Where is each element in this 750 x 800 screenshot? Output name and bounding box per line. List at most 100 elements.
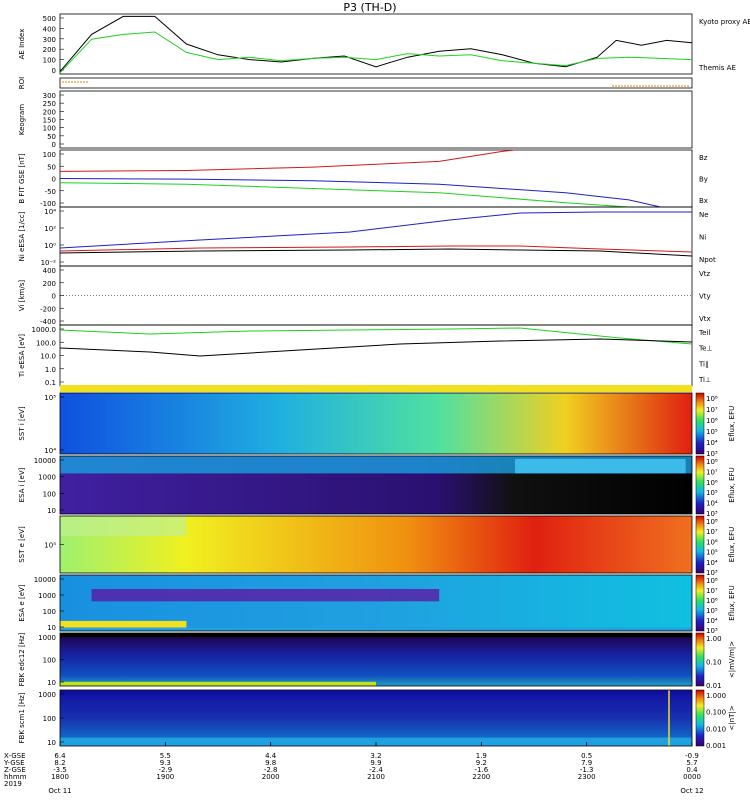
spectrogram-12	[60, 690, 692, 746]
y-tick-label: 150	[43, 117, 56, 125]
y-tick-label: 10⁴	[44, 447, 56, 455]
x-tick-label: 2200	[472, 773, 490, 781]
spectrogram-11	[60, 633, 692, 686]
colorbar-tick: 10⁶	[706, 597, 718, 605]
y-tick-label: 1000	[38, 691, 56, 699]
fbk-e-bottom	[60, 681, 376, 686]
y-tick-label: 100	[43, 715, 56, 723]
panel-5: Vi [km/s] 400 200 0 -200 -400 Vtz Vty Vtx	[18, 265, 711, 326]
colorbar-scale	[695, 392, 705, 455]
ne-line	[59, 245, 693, 253]
y-axis-label: SST e [eV]	[18, 526, 26, 563]
panel-frame-2	[59, 90, 693, 149]
x-tick-label: -2.4	[369, 766, 383, 774]
colorbar-tick: 10⁶	[706, 538, 718, 546]
colorbar-scale	[695, 689, 705, 747]
y-tick-label: 50	[47, 163, 56, 171]
plot-title: P3 (TH-D)	[343, 1, 396, 14]
panel-frame-7	[59, 392, 693, 455]
panel-10: 10⁸ 10⁷ 10⁶ 10⁵ 10⁴ 10³ Eflux, EFU ESA e [eV] 10…	[18, 574, 736, 635]
colorbar-tick: 10⁵	[706, 549, 718, 557]
y-tick-label: 0.1	[45, 379, 56, 387]
y-tick-label: 400	[43, 267, 56, 275]
panel-4: Ni eESA [1/cc] 10⁴ 10² 10⁰ 10⁻² Ne Ni Npot	[18, 206, 716, 267]
y-axis-label: FBK edc12 [Hz]	[18, 632, 26, 686]
legend-entry: Ti∥	[698, 360, 709, 368]
y-tick-label: 100	[43, 57, 56, 65]
y-tick-label: 1000	[38, 474, 56, 482]
x-tick-label: 5.5	[160, 752, 171, 760]
x-tick-label: 3.2	[370, 752, 381, 760]
ti-line	[59, 327, 693, 345]
colorbar-12: 1.000 0.100 0.010 0.001 <|nT|>	[695, 689, 736, 750]
colorbar-tick: 10⁶	[706, 417, 718, 425]
x-row-label: Y-GSE	[3, 759, 25, 767]
y-tick-label: 100.0	[36, 339, 56, 347]
panel-7: 10⁸ 10⁷ 10⁶ 10⁵ 10⁴ 10³ Eflux, EFU SST i [eV] 10…	[18, 385, 736, 458]
panel-frame-10	[59, 574, 693, 632]
y-axis-label: ESA e [eV]	[18, 584, 26, 621]
legend-entry: Teil	[698, 329, 710, 337]
colorbar-label: Eflux, EFU	[728, 585, 736, 620]
colorbar-tick: 10⁷	[706, 468, 718, 476]
colorbar-tick: 10⁸	[706, 395, 718, 403]
legend-entry: Ni	[699, 234, 706, 242]
x-tick-label: 1.9	[476, 752, 487, 760]
series-line	[59, 149, 516, 172]
start-date: Oct 11	[48, 787, 71, 795]
y-tick-label: 200	[43, 46, 56, 54]
x-tick-label: -1.3	[580, 766, 594, 774]
y-tick-label: 10000	[34, 576, 56, 584]
colorbar-label: <|mV/m|>	[728, 641, 736, 678]
esa-i-cyan	[515, 458, 686, 474]
colorbar-tick: 10⁵	[706, 489, 718, 497]
panel-frame-4	[59, 206, 693, 267]
x-tick-label: 7.9	[581, 759, 592, 767]
y-axis-label: Keogram	[18, 104, 26, 135]
x-tick-label: 1900	[156, 773, 174, 781]
y-tick-label: 100	[43, 151, 56, 159]
colorbar-tick: 10⁶	[706, 479, 718, 487]
y-tick-label: 250	[43, 100, 56, 108]
y-tick-label: 10	[47, 739, 56, 747]
colorbar-tick: 10⁷	[706, 587, 718, 595]
legend-entry: By	[699, 176, 708, 184]
y-axis-label: ROI	[18, 77, 26, 89]
legend-entry: Npot	[699, 256, 716, 264]
colorbar-11: 1.00 0.10 0.01 <|mV/m|>	[695, 632, 736, 690]
x-row-label: Z-GSE	[4, 766, 26, 774]
y-tick-label: 10	[47, 624, 56, 632]
legend-entry: Vtx	[699, 315, 711, 323]
series-line	[59, 182, 629, 208]
y-tick-label: 300	[43, 92, 56, 100]
spectrogram-7	[60, 393, 692, 454]
sst-e-light	[60, 516, 187, 536]
y-tick-label: 300	[43, 36, 56, 44]
fbk-b-bottom	[60, 737, 692, 746]
y-tick-label: -100	[40, 200, 56, 208]
colorbar-tick: 10⁴	[706, 617, 718, 625]
panel-6: Ti eESA [eV] 1000.0 100.0 10.0 1.0 0.1 Teil Te⊥…	[18, 324, 713, 387]
te-line	[59, 338, 693, 357]
x-tick-label: 0.4	[686, 766, 698, 774]
y-tick-label: 200	[43, 108, 56, 116]
colorbar-tick: 10³	[706, 569, 718, 577]
colorbar-tick: 10⁵	[706, 428, 718, 436]
x-tick-label: -0.9	[685, 752, 699, 760]
colorbar-7: 10⁸ 10⁷ 10⁶ 10⁵ 10⁴ 10³ Eflux, EFU	[695, 392, 736, 458]
x-tick-label: 9.2	[476, 759, 487, 767]
legend-entry: Vtz	[699, 270, 711, 278]
x-tick-label: 6.4	[54, 752, 66, 760]
y-tick-label: 10000	[34, 457, 56, 465]
colorbar-label: Eflux, EFU	[728, 527, 736, 562]
panel-frame-1	[59, 77, 693, 89]
y-axis-label: FBK scm1 [Hz]	[18, 692, 26, 743]
ni-line	[59, 211, 692, 249]
y-tick-label: 50	[47, 133, 56, 141]
fbk-e-top	[60, 633, 692, 638]
x-tick-label: 9.8	[265, 759, 276, 767]
y-tick-label: 10⁵	[44, 542, 56, 550]
colorbar-tick: 0.10	[706, 659, 722, 667]
colorbar-tick: 0.001	[706, 742, 726, 750]
y-tick-label: 10.0	[40, 353, 56, 361]
